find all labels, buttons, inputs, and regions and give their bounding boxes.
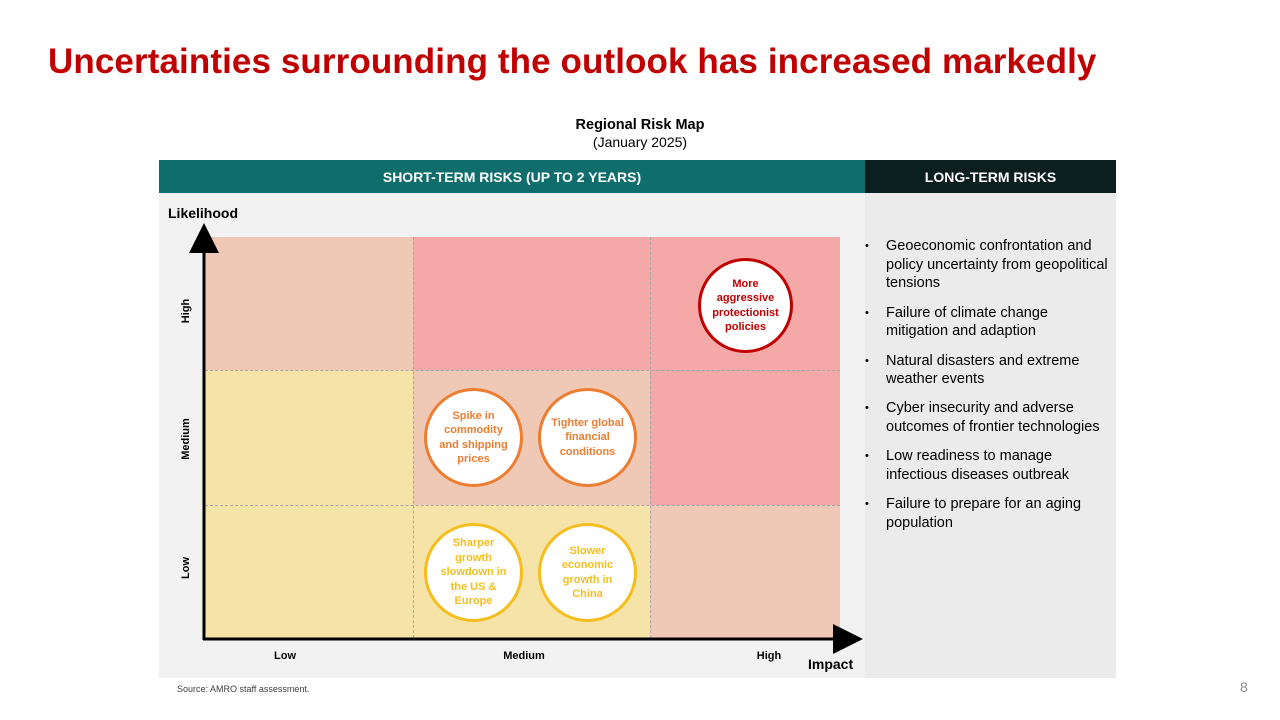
risk-map-title-text: Regional Risk Map bbox=[575, 117, 705, 133]
grid-divider bbox=[413, 237, 414, 638]
cell-low-high bbox=[650, 505, 840, 638]
source-note: Source: AMRO staff assessment. bbox=[177, 684, 310, 694]
risk-label: Tighter global financial conditions bbox=[551, 416, 624, 458]
risk-circle-commodity-prices: Spike in commodity and shipping prices bbox=[424, 388, 523, 487]
x-tick-medium: Medium bbox=[503, 650, 545, 662]
page-number: 8 bbox=[1240, 679, 1248, 695]
list-item: Geoeconomic confrontation and policy unc… bbox=[862, 237, 1114, 293]
risk-circle-china-growth: Slower economic growth in China bbox=[538, 523, 637, 622]
cell-medium-low bbox=[205, 370, 413, 505]
short-term-risks-header: SHORT-TERM RISKS (UP TO 2 YEARS) bbox=[159, 160, 865, 193]
list-item: Natural disasters and extreme weather ev… bbox=[862, 352, 1114, 389]
y-tick-high: High bbox=[180, 298, 192, 324]
risk-label: Spike in commodity and shipping prices bbox=[439, 409, 508, 466]
slide-title: Uncertainties surrounding the outlook ha… bbox=[48, 42, 1097, 81]
x-tick-high: High bbox=[756, 650, 782, 662]
cell-high-low bbox=[205, 237, 413, 370]
y-tick-low: Low bbox=[180, 557, 192, 579]
risk-label: Sharper growth slowdown in the US & Euro… bbox=[440, 537, 507, 608]
risk-circle-financial-conditions: Tighter global financial conditions bbox=[538, 388, 637, 487]
risk-circle-us-europe-slowdown: Sharper growth slowdown in the US & Euro… bbox=[424, 523, 523, 622]
grid-divider bbox=[205, 370, 840, 371]
list-item: Low readiness to manage infectious disea… bbox=[862, 447, 1114, 484]
risk-label: Slower economic growth in China bbox=[561, 544, 614, 601]
long-term-risks-list: Geoeconomic confrontation and policy unc… bbox=[862, 237, 1114, 543]
x-axis-label: Impact bbox=[808, 656, 854, 672]
long-term-risks-header: LONG-TERM RISKS bbox=[865, 160, 1116, 193]
list-item: Failure of climate change mitigation and… bbox=[862, 304, 1114, 341]
x-tick-low: Low bbox=[274, 650, 296, 662]
risk-map-date: (January 2025) bbox=[592, 134, 688, 150]
y-tick-medium: Medium bbox=[180, 418, 192, 460]
cell-low-low bbox=[205, 505, 413, 638]
y-axis-label: Likelihood bbox=[168, 205, 238, 221]
grid-divider bbox=[650, 237, 651, 638]
cell-medium-high bbox=[650, 370, 840, 505]
risk-circle-protectionism: More aggressive protectionist policies bbox=[698, 258, 793, 353]
cell-high-medium bbox=[413, 237, 650, 370]
risk-label: More aggressive protectionist policies bbox=[712, 277, 779, 334]
grid-divider bbox=[205, 505, 840, 506]
risk-map-title: Regional Risk Map (January 2025) bbox=[540, 117, 740, 150]
list-item: Cyber insecurity and adverse outcomes of… bbox=[862, 399, 1114, 436]
list-item: Failure to prepare for an aging populati… bbox=[862, 495, 1114, 532]
